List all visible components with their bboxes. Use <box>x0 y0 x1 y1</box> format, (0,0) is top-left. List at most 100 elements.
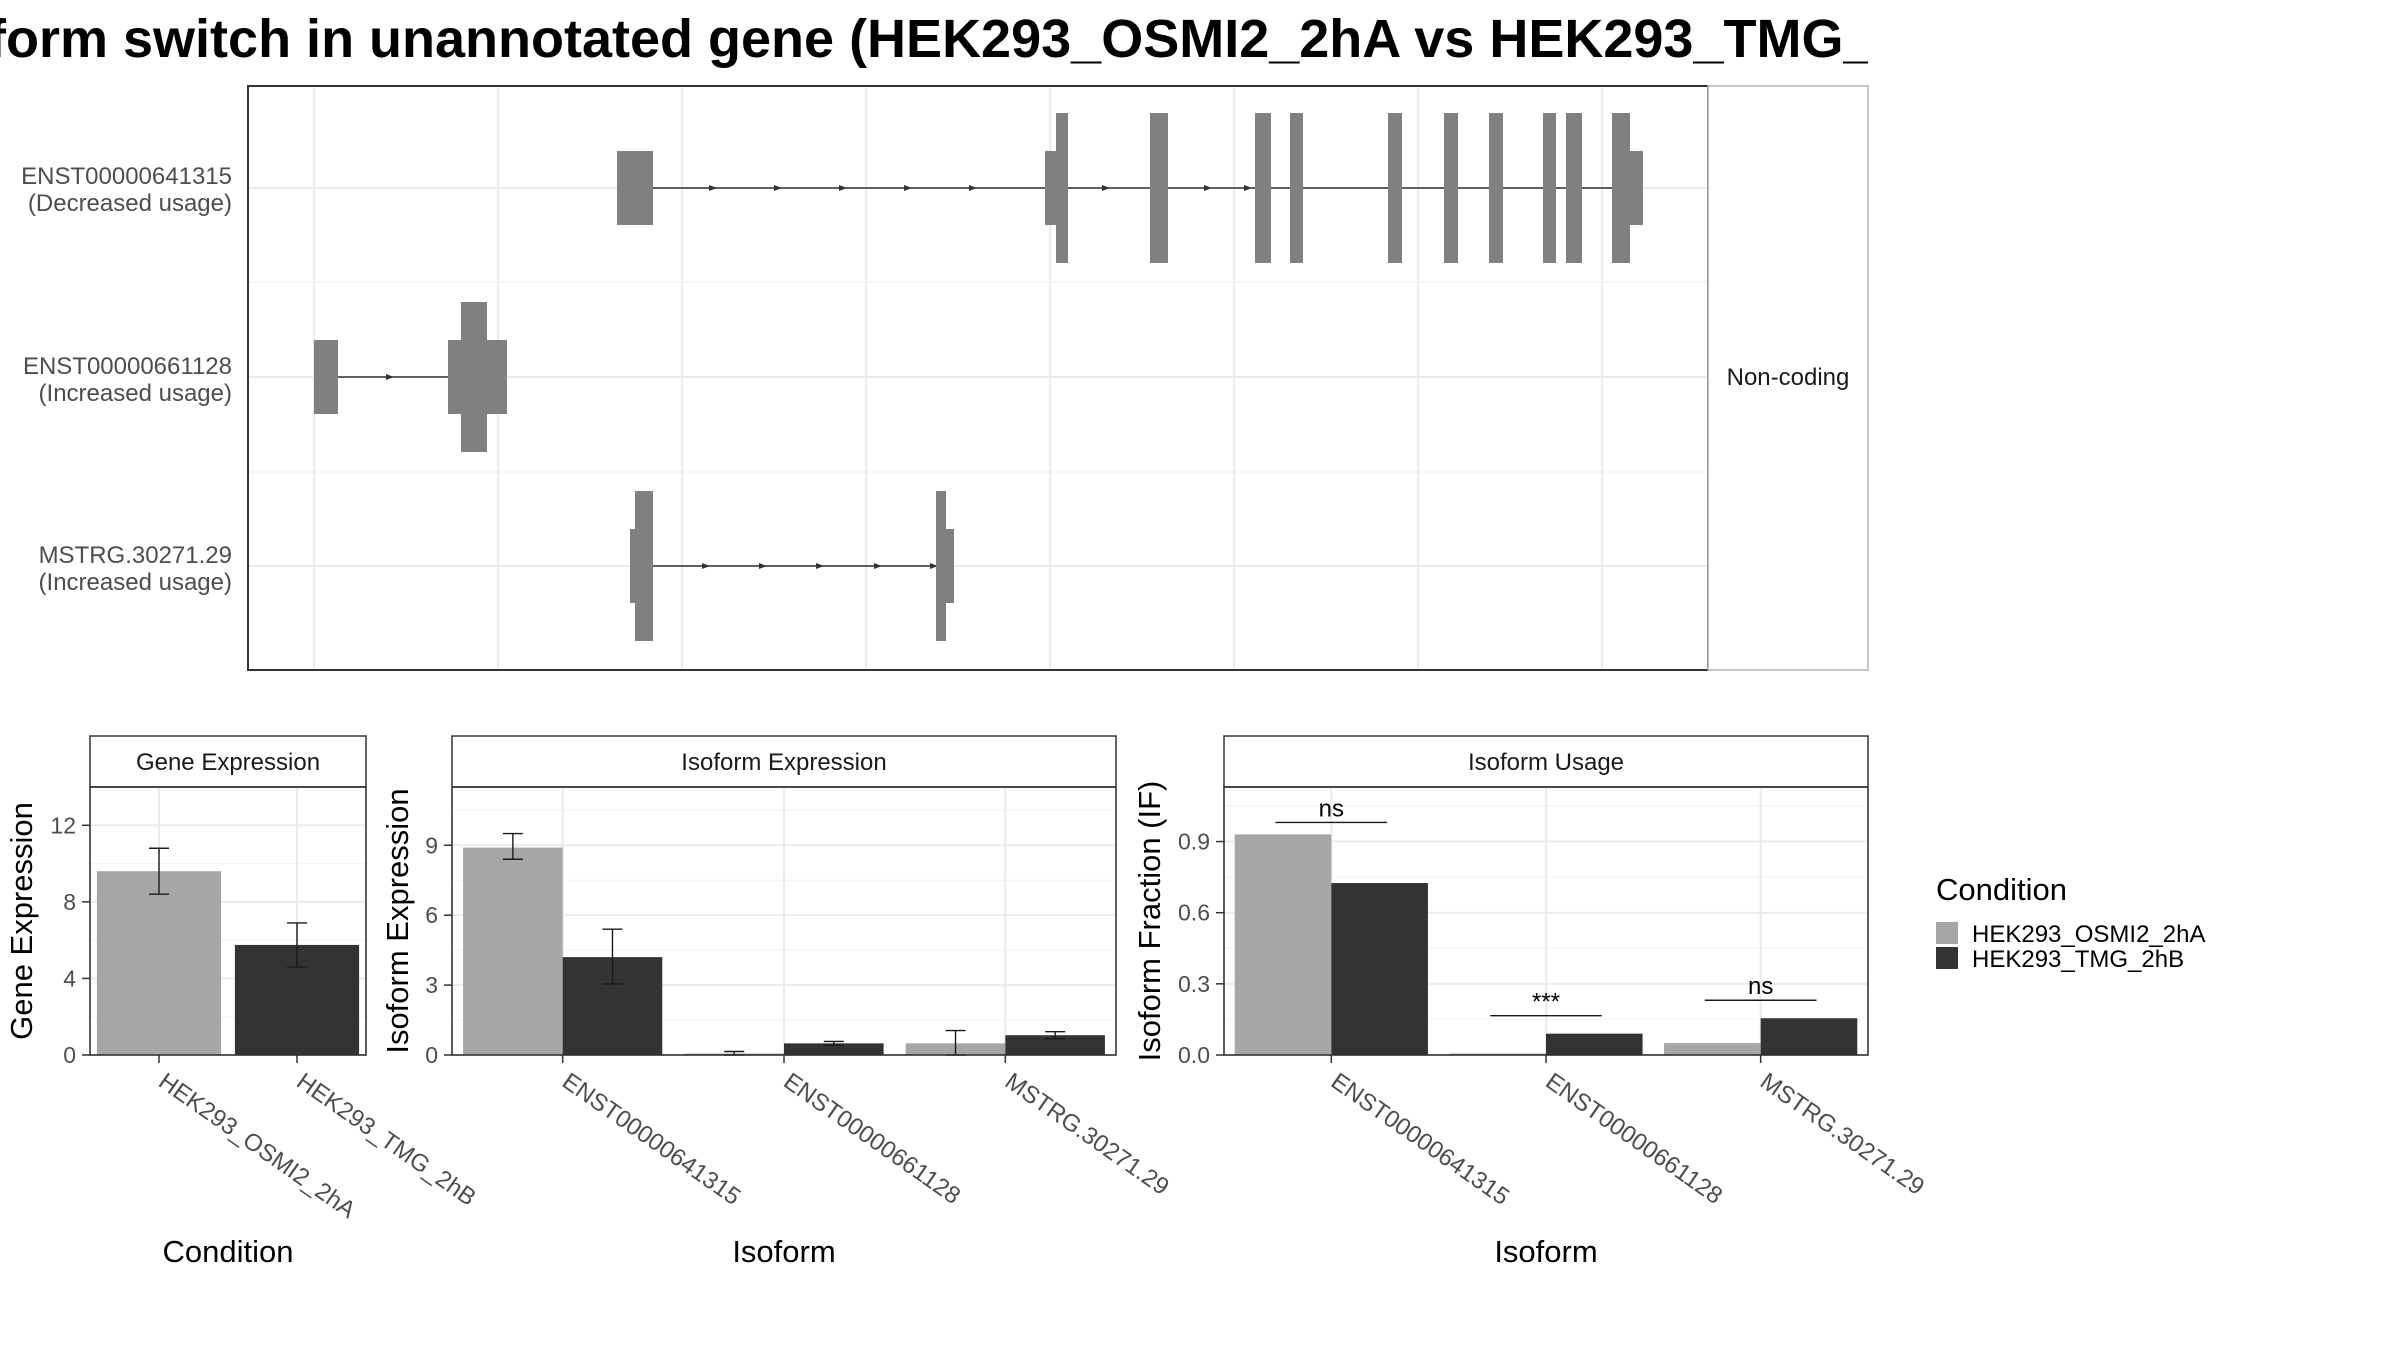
bar <box>1664 1043 1761 1055</box>
transcript-structure <box>314 302 507 452</box>
bar <box>1234 834 1332 1055</box>
y-tick-label: 4 <box>63 965 76 991</box>
x-axis-title: Isoform <box>732 1234 835 1269</box>
intron-arrow <box>874 563 882 569</box>
y-tick-label: 3 <box>425 972 438 998</box>
error-bar <box>287 922 307 968</box>
transcript-id-label: MSTRG.30271.29 <box>39 542 232 569</box>
coding-exon <box>936 491 946 641</box>
utr-exon <box>1045 151 1058 225</box>
y-tick-label: 9 <box>425 832 438 858</box>
y-tick-label: 0.0 <box>1178 1042 1210 1068</box>
legend-swatch-b <box>1936 947 1958 969</box>
panel-title: Isoform Expression <box>681 749 886 776</box>
bar <box>96 871 222 1055</box>
y-tick-label: 12 <box>50 812 76 838</box>
error-bar <box>602 928 623 985</box>
significance-label: *** <box>1532 989 1560 1016</box>
coding-exon <box>1255 113 1271 263</box>
bar-chart-panels: Gene Expression04812HEK293_OSMI2_2hAHEK2… <box>4 735 1929 1269</box>
transcript-usage-label: (Increased usage) <box>39 380 232 407</box>
utr-exon <box>1628 151 1643 225</box>
transcript-structures <box>314 113 1643 641</box>
x-tick-label: ENST00000661128 <box>779 1068 966 1210</box>
legend-swatch-a <box>1936 922 1958 944</box>
transcript-strip <box>1707 85 1869 671</box>
intron-arrow <box>702 563 710 569</box>
transcript-usage-label: (Increased usage) <box>39 569 232 596</box>
y-tick-label: 6 <box>425 902 438 928</box>
bar <box>1005 1035 1105 1055</box>
panel-title: Isoform Usage <box>1468 749 1624 776</box>
coding-exon <box>1543 113 1556 263</box>
x-tick-label: ENST00000661128 <box>1541 1068 1728 1210</box>
coding-exon <box>1388 113 1402 263</box>
coding-exon <box>1444 113 1458 263</box>
coding-exon <box>635 491 653 641</box>
coding-exon <box>1150 113 1168 263</box>
y-tick-label: 0.9 <box>1178 829 1210 855</box>
transcript-row-label: ENST00000661128 (Increased usage) <box>23 353 232 407</box>
panel-strip <box>89 735 367 788</box>
panel-strip <box>451 735 1117 788</box>
transcript-strip-label: Non-coding <box>1727 364 1850 391</box>
chart-panel: Isoform Usage ns *** ns 0.0 0.3 0.6 0.9 ENST0000… <box>1132 735 1929 1269</box>
transcript-id-label: ENST00000661128 <box>23 353 232 380</box>
intron-arrow <box>969 185 977 191</box>
significance-label: ns <box>1748 973 1773 1000</box>
x-axis-title: Condition <box>163 1234 294 1269</box>
utr-exon <box>630 529 636 603</box>
x-tick-label: MSTRG.30271.29 <box>1000 1068 1174 1201</box>
figure-title: Isoform switch in unannotated gene (HEK2… <box>0 9 1868 69</box>
coding-exon <box>461 302 487 452</box>
x-tick-label: ENST00000641315 <box>557 1068 745 1211</box>
transcript-structure <box>630 491 954 641</box>
legend-title: Condition <box>1936 872 2067 907</box>
transcript-structure <box>617 113 1643 263</box>
legend: Condition HEK293_OSMI2_2hA HEK293_TMG_2h… <box>1936 872 2205 973</box>
intron-arrow <box>930 563 938 569</box>
transcript-panel: Non-coding ENST00000641315 (Decreased us… <box>21 85 1869 671</box>
intron-arrow <box>386 374 394 380</box>
y-tick-label: 8 <box>63 889 76 915</box>
intron-arrow <box>1102 185 1110 191</box>
utr-exon <box>448 340 463 414</box>
panel-title: Gene Expression <box>136 749 320 776</box>
legend-label-b: HEK293_TMG_2hB <box>1972 946 2184 973</box>
x-axis-title: Isoform <box>1494 1234 1597 1269</box>
y-axis-title: Isoform Expression <box>380 788 415 1053</box>
error-bar <box>1045 1030 1066 1040</box>
utr-exon <box>617 151 653 225</box>
y-tick-label: 0.3 <box>1178 971 1210 997</box>
coding-exon <box>1290 113 1303 263</box>
error-bar <box>823 1040 844 1046</box>
transcript-row-label: ENST00000641315 (Decreased usage) <box>21 163 232 217</box>
x-tick-label: ENST00000641315 <box>1326 1068 1514 1211</box>
bar <box>784 1043 884 1055</box>
intron-arrow <box>1244 185 1252 191</box>
utr-exon <box>485 340 507 414</box>
error-bar <box>149 847 169 895</box>
bar <box>1760 1018 1858 1055</box>
legend-label-a: HEK293_OSMI2_2hA <box>1972 921 2205 948</box>
chart-panel: Isoform Expression 0 3 6 9 ENST00000641315 ENS… <box>380 735 1174 1269</box>
y-tick-label: 0 <box>63 1042 76 1068</box>
bar <box>463 847 563 1055</box>
utr-exon <box>314 340 338 414</box>
coding-exon <box>1612 113 1630 263</box>
coding-exon <box>1489 113 1503 263</box>
x-tick-label: MSTRG.30271.29 <box>1755 1068 1929 1201</box>
intron-arrow <box>1204 185 1212 191</box>
error-bar <box>502 832 523 860</box>
utr-exon <box>945 529 954 603</box>
intron-arrow <box>904 185 912 191</box>
significance-label: ns <box>1319 795 1344 822</box>
intron-arrow <box>816 563 824 569</box>
intron-arrow <box>774 185 782 191</box>
bar <box>1331 883 1428 1055</box>
intron-arrow <box>839 185 847 191</box>
y-tick-label: 0.6 <box>1178 900 1210 926</box>
intron-arrow <box>759 563 767 569</box>
transcript-row-label: MSTRG.30271.29 (Increased usage) <box>39 542 232 596</box>
